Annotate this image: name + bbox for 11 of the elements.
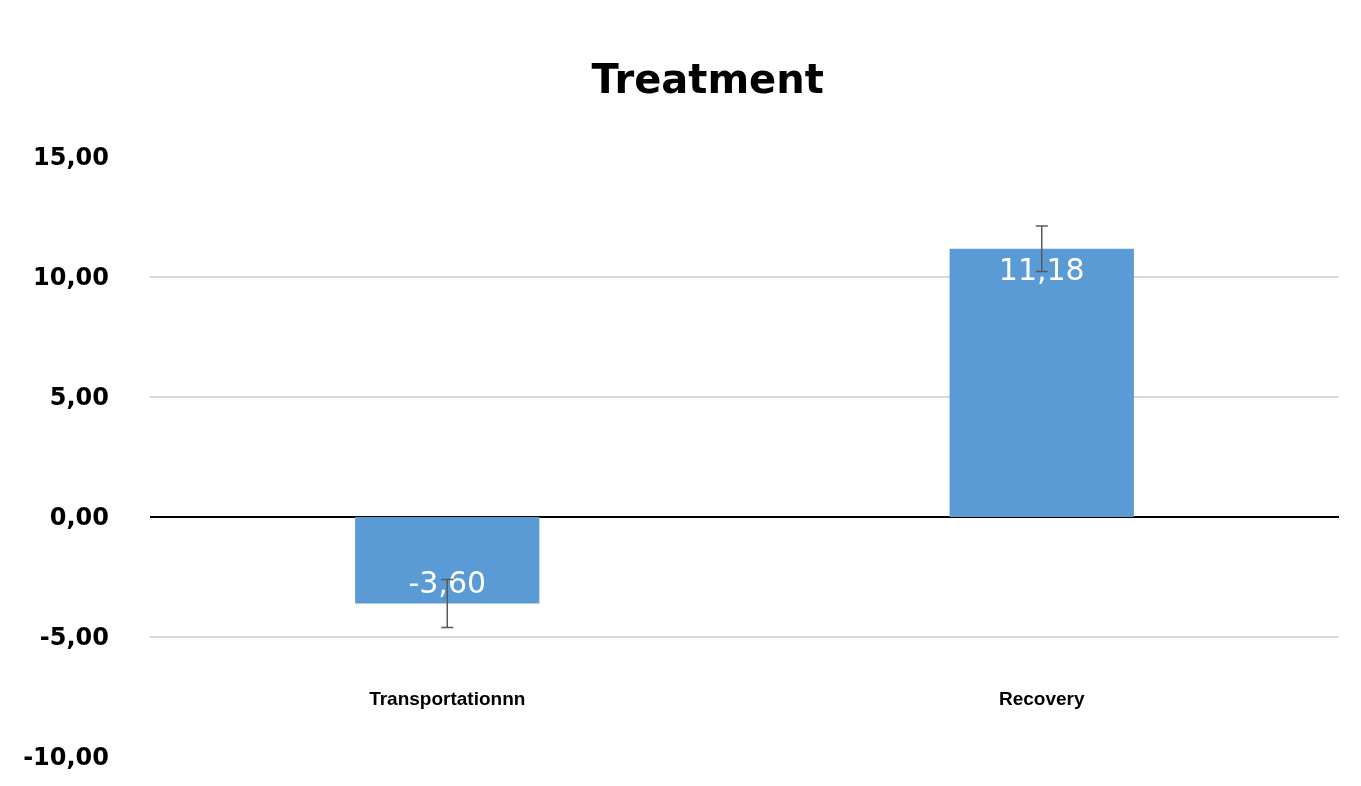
y-tick-label: 5,00 xyxy=(49,383,109,412)
x-tick-label: Recovery xyxy=(998,688,1085,709)
y-tick-label: -5,00 xyxy=(39,623,109,652)
y-tick-label: 10,00 xyxy=(33,263,109,292)
data-label: -3,60 xyxy=(408,565,487,601)
chart-title: Treatment xyxy=(591,55,824,102)
y-tick-label: 15,00 xyxy=(33,143,109,172)
data-label: 11,18 xyxy=(998,251,1085,287)
x-tick-label: Transportationnn xyxy=(369,688,526,709)
y-tick-label: 0,00 xyxy=(49,503,109,532)
y-tick-label: -10,00 xyxy=(23,743,109,772)
